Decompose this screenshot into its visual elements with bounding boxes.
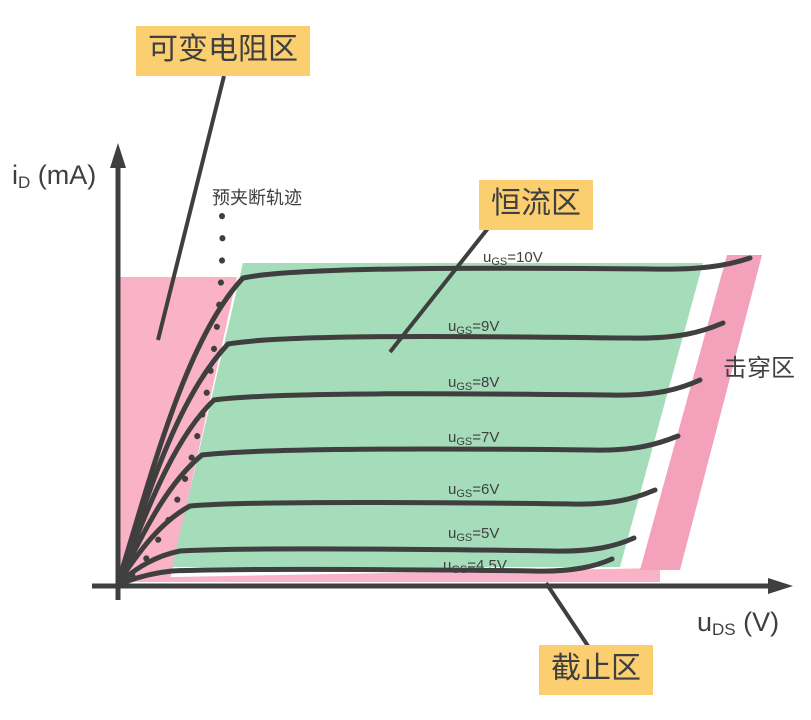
curve-label-sub-gs: GS (451, 564, 468, 576)
curve-label-sub-gs: GS (456, 381, 473, 393)
y-axis-label: iD (mA) (12, 160, 97, 192)
curve-label-sub-gs: GS (456, 325, 473, 337)
curve-label-ugs-10v: uGS=10V (483, 249, 543, 268)
callout-constant-current-label: 恒流区 (491, 186, 581, 221)
curve-label-ugs-4p5v: uGS=4.5V (443, 557, 507, 576)
curve-label-ugs-6v: uGS=6V (448, 481, 500, 500)
label-pinchoff-locus: 预夹断轨迹 (212, 184, 302, 210)
y-axis-label-unit: (mA) (30, 160, 97, 190)
axes-group (92, 143, 793, 600)
breakdown-region-shape (640, 255, 762, 570)
label-breakdown-region-text: 击穿区 (723, 354, 795, 382)
leader-cutoff (544, 581, 590, 648)
callout-variable-resistance-label: 可变电阻区 (148, 32, 298, 67)
curve-ugs-4p5v (115, 556, 615, 588)
curve-label-ugs-9v: uGS=9V (448, 318, 500, 337)
curve-ugs-5v (115, 535, 637, 587)
curve-label-ugs-7v: uGS=7V (448, 429, 500, 448)
curve-ugs-9v (115, 320, 726, 586)
x-axis-label-sub: DS (712, 620, 736, 639)
x-axis-arrowhead (768, 578, 793, 594)
label-pinchoff-locus-text: 预夹断轨迹 (212, 188, 302, 209)
callout-cutoff-label: 截止区 (551, 651, 641, 686)
curve-label-sub-gs: GS (491, 256, 508, 268)
constant-current-region-shape (172, 263, 703, 567)
curve-label-sub-gs: GS (456, 436, 473, 448)
curve-label-ugs-5v: uGS=5V (448, 525, 500, 544)
label-breakdown-region: 击穿区 (723, 348, 795, 383)
x-axis-label-main: u (697, 607, 713, 637)
y-axis-label-main: i (12, 160, 18, 190)
callout-variable-resistance-region[interactable]: 可变电阻区 (136, 26, 310, 76)
curve-ugs-7v (115, 433, 681, 586)
curve-ugs-6v (115, 487, 658, 586)
curve-label-ugs-8v: uGS=8V (448, 374, 500, 393)
callout-cutoff-region[interactable]: 截止区 (539, 645, 653, 695)
curve-label-sub-gs: GS (456, 488, 473, 500)
y-axis-arrowhead (110, 143, 126, 168)
leader-constant-current (388, 225, 491, 354)
characteristic-curves-group (115, 255, 753, 588)
curve-ugs-8v (115, 377, 703, 586)
callout-constant-current-region[interactable]: 恒流区 (479, 180, 593, 230)
curve-ugs-10v (115, 255, 753, 586)
x-axis-label: uDS (V) (697, 607, 780, 639)
x-axis-label-unit: (V) (735, 607, 780, 637)
leader-variable-resistance (156, 75, 226, 341)
curve-label-sub-gs: GS (456, 532, 473, 544)
y-axis-label-sub: D (18, 173, 31, 192)
